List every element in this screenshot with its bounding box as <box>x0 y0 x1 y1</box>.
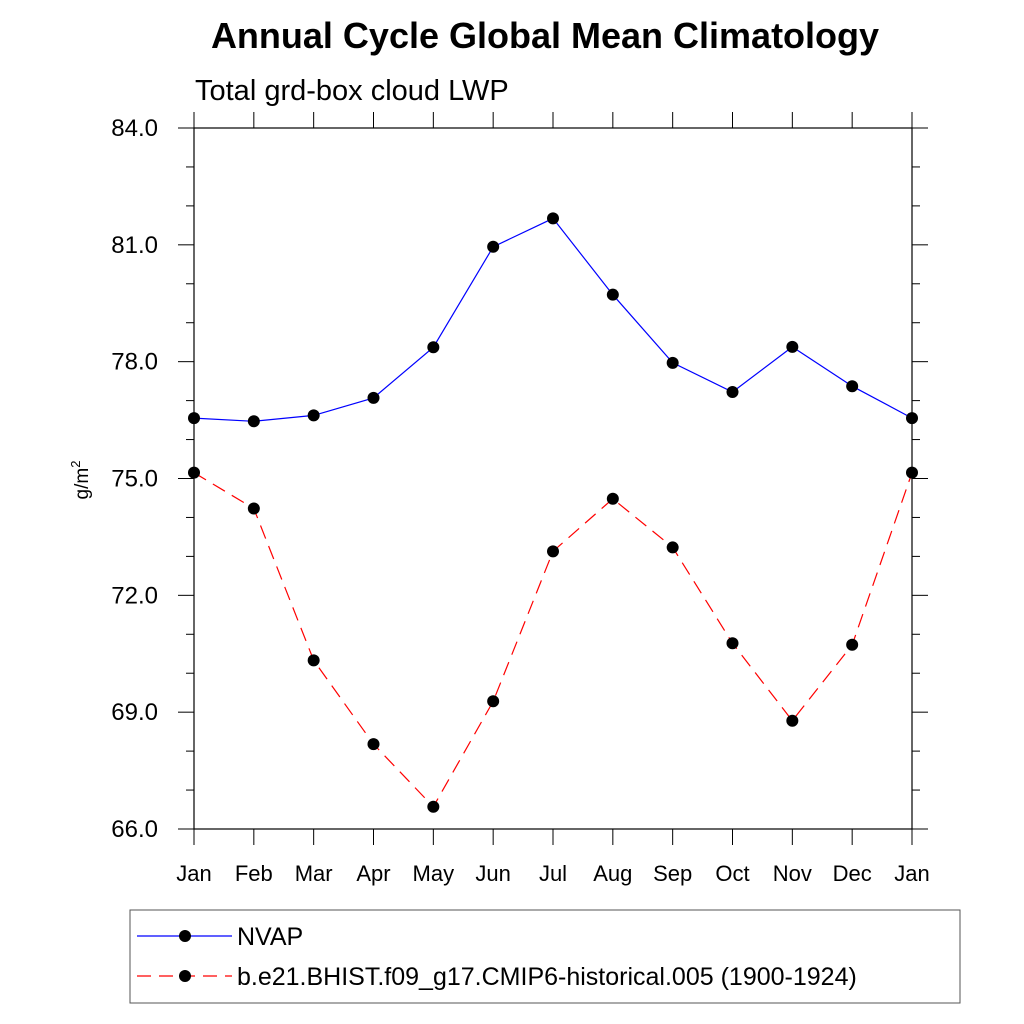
series-line <box>193 472 913 808</box>
y-tick-label: 72.0 <box>111 582 158 609</box>
data-point <box>367 738 380 751</box>
data-point <box>726 637 739 650</box>
y-tick-label: 84.0 <box>111 115 158 142</box>
x-tick-label: Mar <box>295 861 333 886</box>
data-point <box>846 638 859 651</box>
legend-item-1: NVAP <box>137 923 303 951</box>
x-tick-label: Aug <box>593 861 632 886</box>
x-tick-label: Jan <box>894 861 929 886</box>
data-point <box>247 502 260 515</box>
legend-box <box>129 909 961 1004</box>
data-point <box>487 695 500 708</box>
data-point <box>247 415 260 428</box>
chart-subtitle: Total grd-box cloud LWP <box>195 75 509 107</box>
x-tick-label: Nov <box>773 861 812 886</box>
series-1 <box>188 212 918 428</box>
y-tick-label: 78.0 <box>111 349 158 376</box>
data-point <box>547 545 559 558</box>
data-point <box>427 800 440 813</box>
x-tick-label: Jun <box>475 861 510 886</box>
y-axis-label: g/m2 <box>68 461 93 500</box>
data-point <box>846 380 859 393</box>
y-axis-label-exponent: 2 <box>68 461 83 468</box>
x-tick-label: Jul <box>539 861 567 886</box>
legend-label: b.e21.BHIST.f09_g17.CMIP6-historical.005… <box>237 963 857 991</box>
data-point <box>188 412 200 425</box>
data-point <box>606 492 619 505</box>
y-tick-label: 66.0 <box>111 816 158 843</box>
x-tick-label: Jan <box>176 861 211 886</box>
data-point <box>666 356 679 369</box>
data-point <box>487 240 500 253</box>
legend-label: NVAP <box>237 923 303 951</box>
data-point <box>367 391 380 404</box>
x-tick-label: May <box>413 861 455 886</box>
data-point <box>786 714 799 727</box>
data-point <box>726 386 739 399</box>
legend-items: NVAP b.e21.BHIST.f09_g17.CMIP6-historical… <box>137 923 857 991</box>
plot-frame <box>193 127 913 830</box>
legend-marker <box>179 970 191 982</box>
data-point <box>307 654 320 667</box>
chart-title: Annual Cycle Global Mean Climatology <box>211 15 879 56</box>
data-point <box>307 409 320 422</box>
legend-item-2: b.e21.BHIST.f09_g17.CMIP6-historical.005… <box>137 963 857 991</box>
legend: NVAP b.e21.BHIST.f09_g17.CMIP6-historical… <box>129 909 961 1004</box>
x-tick-label: Feb <box>235 861 273 886</box>
data-point <box>547 212 559 225</box>
y-tick-label: 81.0 <box>111 232 158 259</box>
x-tick-label: Dec <box>833 861 872 886</box>
y-tick-label: 75.0 <box>111 466 158 493</box>
data-point <box>906 466 918 479</box>
y-tick-label: 69.0 <box>111 699 158 726</box>
series-line <box>193 217 913 422</box>
x-tick-label: Oct <box>715 861 749 886</box>
x-tick-label: Apr <box>356 861 390 886</box>
series-2 <box>188 466 918 813</box>
series-group <box>188 212 918 813</box>
data-point <box>666 541 679 554</box>
x-tick-label: Sep <box>653 861 692 886</box>
data-point <box>606 288 619 301</box>
data-point <box>188 466 200 479</box>
data-point <box>427 341 440 354</box>
legend-marker <box>179 930 191 942</box>
data-point <box>906 412 918 425</box>
y-axis-label-unit: g/m <box>72 468 93 500</box>
data-point <box>786 340 799 353</box>
axes: 66.0 69.0 72.0 75.0 78.0 81.0 84.0 Jan Feb Mar Apr… <box>111 112 930 886</box>
